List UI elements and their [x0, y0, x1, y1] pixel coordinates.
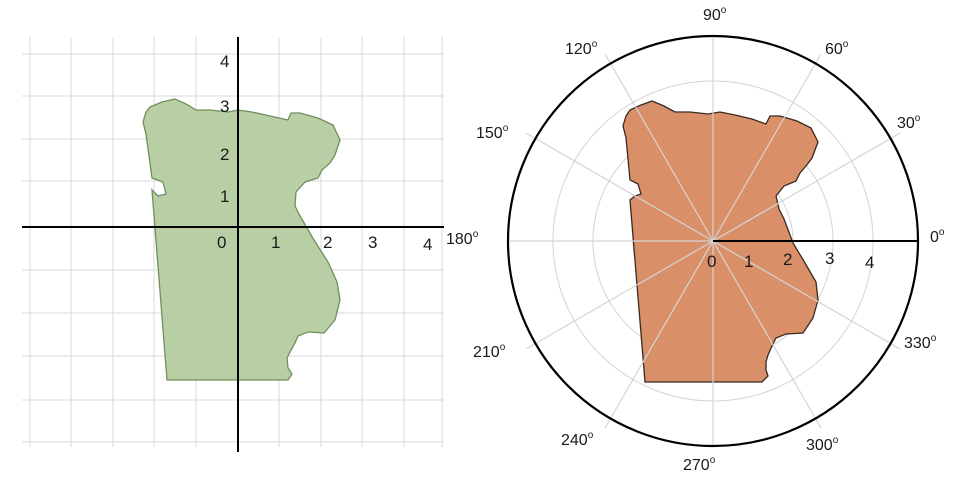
angle-label-330: 330o: [904, 333, 937, 352]
x-tick-label: 2: [323, 233, 332, 252]
cartesian-region: [142, 98, 341, 381]
cartesian-axes: [22, 37, 444, 452]
angle-label-300: 300o: [806, 435, 839, 454]
x-tick-label: 1: [271, 233, 280, 252]
x-tick-label: 0: [217, 233, 226, 252]
angle-label-270: 270o: [683, 455, 716, 474]
angle-label-180: 180o: [446, 229, 479, 248]
angle-label-0: 0o: [930, 227, 945, 246]
angle-label-240: 240o: [561, 430, 594, 449]
y-tick-label: 2: [220, 145, 229, 164]
y-tick-label: 4: [220, 52, 229, 71]
radial-tick-label: 4: [865, 253, 874, 272]
polar-spokes: [510, 35, 901, 446]
polar-plot: 0 1 2 3 4 0o 30o 60o 90o 120o 150o 180o …: [446, 5, 945, 474]
radial-tick-label: 1: [744, 252, 753, 271]
angle-label-30: 30o: [897, 113, 921, 132]
radial-tick-label: 3: [825, 249, 834, 268]
radial-tick-label: 2: [783, 250, 792, 269]
angle-label-60: 60o: [825, 39, 849, 58]
y-tick-label: 3: [220, 97, 229, 116]
angle-label-210: 210o: [473, 342, 506, 361]
x-tick-label: 4: [423, 235, 432, 254]
radial-tick-label: 0: [707, 252, 716, 271]
angle-label-150: 150o: [476, 123, 509, 142]
x-tick-label: 3: [368, 233, 377, 252]
y-tick-label: 1: [220, 187, 229, 206]
angle-label-90: 90o: [703, 5, 727, 24]
angle-label-120: 120o: [565, 39, 598, 58]
